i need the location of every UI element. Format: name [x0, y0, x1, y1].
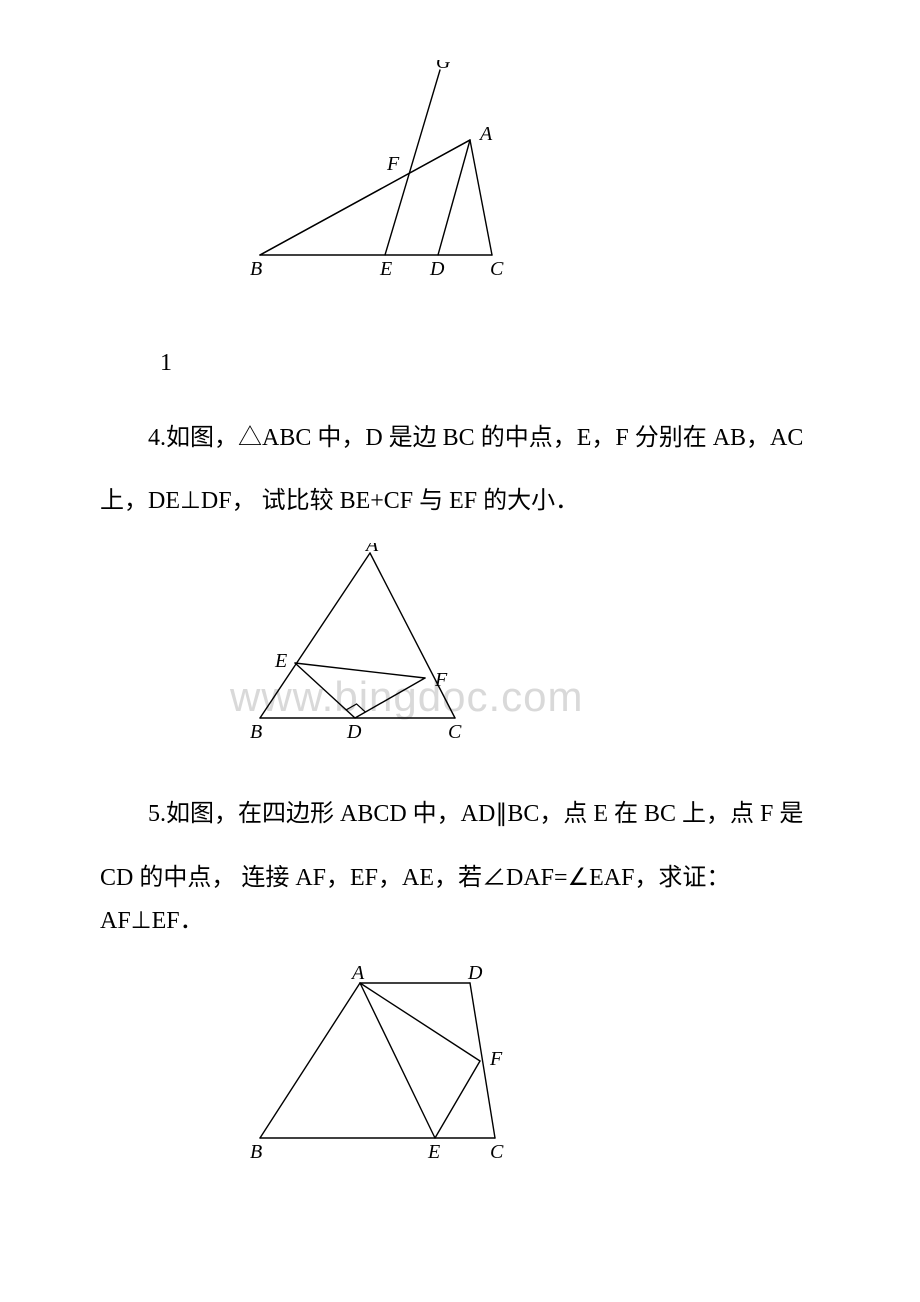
svg-text:B: B: [250, 1141, 262, 1163]
page-number: 1: [160, 350, 820, 377]
svg-text:G: G: [436, 60, 451, 73]
figure-3-svg: G A F B E D C: [180, 60, 560, 290]
figure-4-block: www.bingdoc.com AEFBDC: [100, 543, 820, 753]
svg-text:F: F: [434, 669, 448, 691]
problem-5-line1: 5.如图，在四边形 ABCD 中，AD∥BC，点 E 在 BC 上，点 F 是: [100, 793, 820, 836]
problem-4-line1: 4.如图，△ABC 中，D 是边 BC 的中点，E，F 分别在 AB，AC: [100, 417, 820, 460]
svg-text:B: B: [250, 721, 262, 743]
figure-5-svg: A D F B E C: [180, 963, 560, 1173]
svg-text:C: C: [448, 721, 462, 743]
figure-4-svg: A E F B D C: [180, 543, 560, 753]
svg-text:E: E: [427, 1141, 440, 1163]
figure-3-block: G A F B E D C: [100, 60, 820, 290]
problem-4-line2: 上，DE⊥DF， 试比较 BE+CF 与 EF 的大小．: [100, 480, 820, 523]
svg-text:A: A: [350, 963, 365, 984]
svg-text:D: D: [467, 963, 483, 984]
svg-text:F: F: [386, 153, 400, 175]
svg-text:B: B: [250, 258, 262, 280]
svg-text:C: C: [490, 1141, 504, 1163]
svg-text:D: D: [429, 258, 445, 280]
svg-text:C: C: [490, 258, 504, 280]
svg-text:A: A: [364, 543, 379, 556]
problem-5-line2: CD 的中点， 连接 AF，EF，AE，若∠DAF=∠EAF，求证：AF⊥EF．: [100, 857, 820, 943]
figure-5-block: A D F B E C: [100, 963, 820, 1173]
svg-text:D: D: [346, 721, 362, 743]
svg-text:E: E: [379, 258, 392, 280]
svg-text:E: E: [274, 650, 287, 672]
svg-text:A: A: [478, 123, 493, 145]
svg-text:F: F: [489, 1048, 503, 1070]
